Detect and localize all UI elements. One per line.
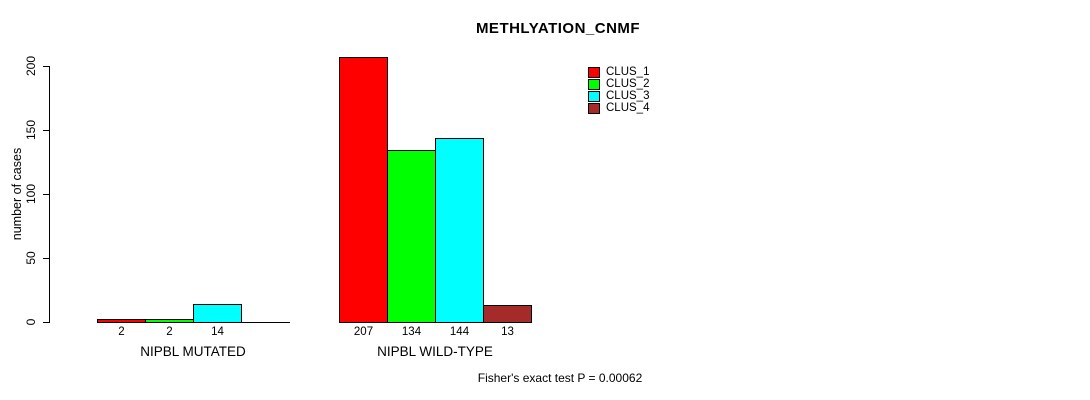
- bar-value-label: 144: [449, 326, 470, 338]
- bar-clus-4-nipbl-wild-type: [483, 305, 532, 323]
- legend-label: CLUS_4: [606, 102, 650, 114]
- legend-item-clus-2: CLUS_2: [588, 78, 649, 90]
- bar-value-label: 2: [166, 326, 173, 338]
- bar-value-label: 134: [401, 326, 422, 338]
- legend-swatch-icon: [588, 66, 600, 78]
- bar-value-label: 207: [353, 326, 374, 338]
- legend-swatch-icon: [588, 102, 600, 114]
- group-label-nipbl-mutated: NIPBL MUTATED: [140, 344, 246, 359]
- bar-value-label: 14: [211, 326, 224, 338]
- y-tick-label: 50: [24, 251, 38, 265]
- legend-item-clus-4: CLUS_4: [588, 102, 649, 114]
- legend-swatch-icon: [588, 90, 600, 102]
- y-axis-line: [49, 66, 50, 323]
- y-tick: [43, 258, 49, 259]
- legend-swatch-icon: [588, 78, 600, 90]
- y-tick-label: 150: [24, 119, 38, 141]
- legend-label: CLUS_1: [606, 66, 650, 78]
- chart-title: METHLYATION_CNMF: [475, 20, 641, 37]
- legend: CLUS_1 CLUS_2 CLUS_3 CLUS_4: [588, 66, 649, 114]
- legend-label: CLUS_2: [606, 78, 650, 90]
- y-tick-label: 100: [24, 183, 38, 205]
- legend-item-clus-1: CLUS_1: [588, 66, 649, 78]
- bar-value-label: 13: [501, 326, 514, 338]
- legend-label: CLUS_3: [606, 90, 650, 102]
- bar-clus-1-nipbl-wild-type: [339, 57, 388, 323]
- bar-clus-2-nipbl-wild-type: [387, 150, 436, 323]
- y-axis-label: number of cases: [10, 147, 24, 241]
- bar-clus-3-nipbl-mutated: [193, 304, 242, 323]
- bar-value-label: 2: [118, 326, 125, 338]
- bar-clus-3-nipbl-wild-type: [435, 138, 484, 323]
- y-tick: [43, 322, 49, 323]
- bar-clus-1-nipbl-mutated: [97, 319, 146, 323]
- group-label-nipbl-wild-type: NIPBL WILD-TYPE: [377, 344, 493, 359]
- y-tick: [43, 194, 49, 195]
- y-tick-label: 200: [24, 55, 38, 77]
- y-tick: [43, 66, 49, 67]
- y-tick-label: 0: [24, 318, 38, 326]
- bar-clus-2-nipbl-mutated: [145, 319, 194, 323]
- y-tick: [43, 130, 49, 131]
- fisher-test-annotation: Fisher's exact test P = 0.00062: [477, 371, 643, 385]
- legend-item-clus-3: CLUS_3: [588, 90, 649, 102]
